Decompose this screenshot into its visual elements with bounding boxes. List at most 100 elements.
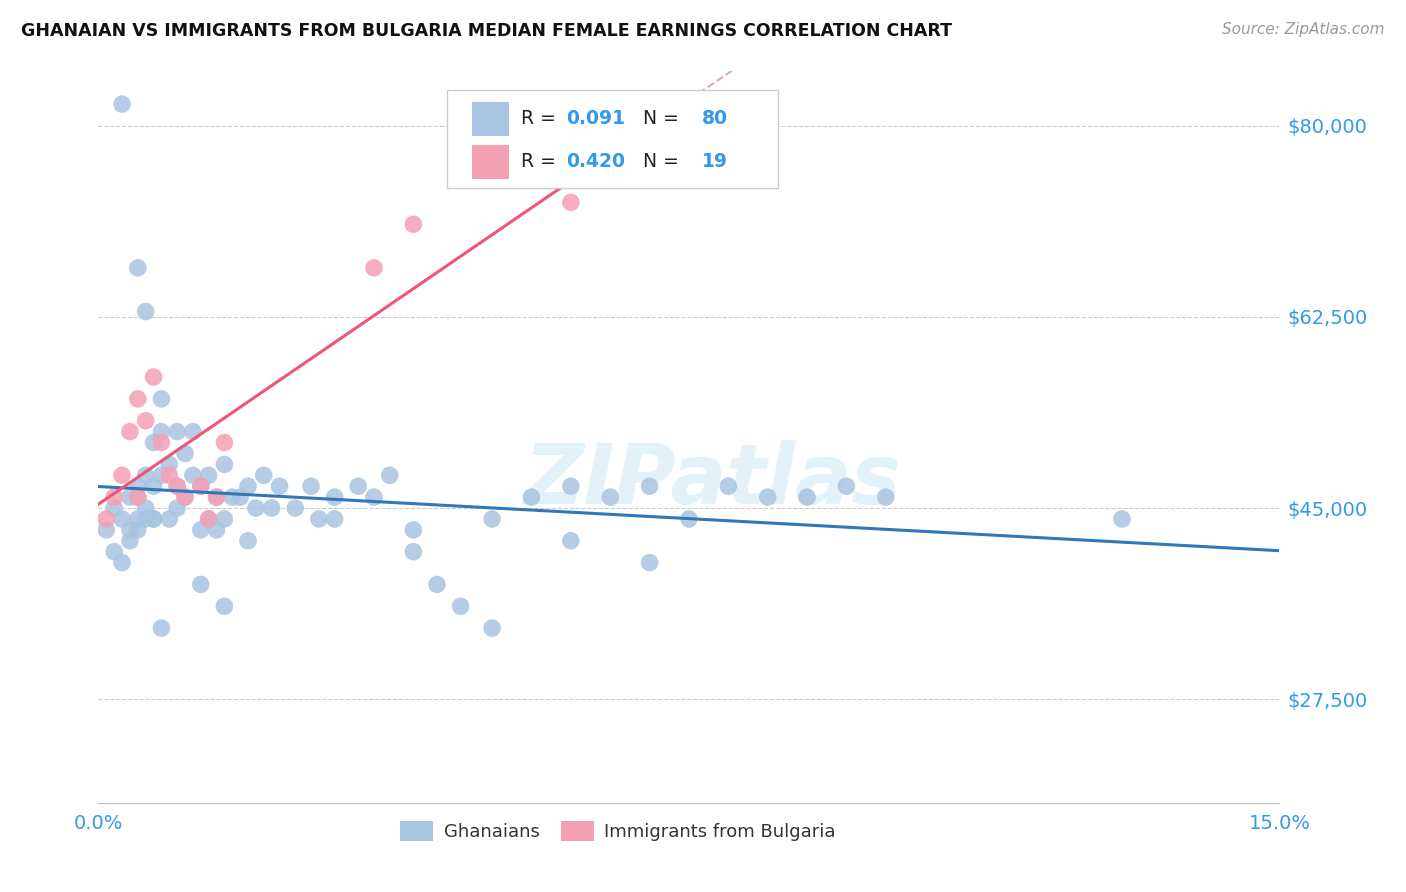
Point — [166, 479, 188, 493]
Point — [214, 599, 236, 614]
Text: 0.091: 0.091 — [567, 110, 626, 128]
Point — [135, 414, 157, 428]
Point — [127, 392, 149, 406]
Point — [111, 97, 134, 112]
Point — [796, 490, 818, 504]
Point — [142, 512, 165, 526]
Point — [166, 501, 188, 516]
Point — [135, 304, 157, 318]
Point — [150, 468, 173, 483]
Text: GHANAIAN VS IMMIGRANTS FROM BULGARIA MEDIAN FEMALE EARNINGS CORRELATION CHART: GHANAIAN VS IMMIGRANTS FROM BULGARIA MED… — [21, 22, 952, 40]
Point — [214, 435, 236, 450]
Point — [678, 512, 700, 526]
Point — [127, 512, 149, 526]
Point — [142, 435, 165, 450]
Point — [127, 523, 149, 537]
Point — [157, 512, 180, 526]
Point — [835, 479, 858, 493]
Point — [166, 479, 188, 493]
Point — [135, 468, 157, 483]
Point — [363, 260, 385, 275]
Point — [560, 195, 582, 210]
Point — [190, 479, 212, 493]
Point — [157, 468, 180, 483]
Point — [363, 490, 385, 504]
Point — [150, 392, 173, 406]
Point — [142, 512, 165, 526]
Point — [260, 501, 283, 516]
Point — [197, 468, 219, 483]
Point — [717, 479, 740, 493]
Point — [875, 490, 897, 504]
Legend: Ghanaians, Immigrants from Bulgaria: Ghanaians, Immigrants from Bulgaria — [394, 814, 844, 848]
Point — [103, 490, 125, 504]
Point — [560, 533, 582, 548]
Point — [181, 468, 204, 483]
Point — [560, 479, 582, 493]
Point — [481, 512, 503, 526]
Point — [118, 533, 141, 548]
Point — [190, 479, 212, 493]
Point — [190, 523, 212, 537]
Point — [253, 468, 276, 483]
Point — [142, 479, 165, 493]
Point — [214, 512, 236, 526]
Text: 19: 19 — [702, 153, 728, 171]
Point — [269, 479, 291, 493]
Point — [402, 217, 425, 231]
Point — [150, 621, 173, 635]
Point — [181, 425, 204, 439]
Point — [127, 260, 149, 275]
Point — [205, 523, 228, 537]
Point — [111, 512, 134, 526]
Point — [638, 479, 661, 493]
Point — [756, 490, 779, 504]
Point — [111, 468, 134, 483]
Point — [127, 490, 149, 504]
Point — [599, 490, 621, 504]
Point — [323, 512, 346, 526]
Point — [323, 490, 346, 504]
Point — [142, 370, 165, 384]
Point — [214, 458, 236, 472]
Point — [205, 490, 228, 504]
Point — [1111, 512, 1133, 526]
Point — [127, 479, 149, 493]
Point — [150, 425, 173, 439]
Point — [520, 490, 543, 504]
Text: R =: R = — [522, 153, 562, 171]
Point — [402, 545, 425, 559]
Point — [347, 479, 370, 493]
FancyBboxPatch shape — [471, 102, 509, 136]
Point — [236, 479, 259, 493]
Point — [174, 490, 197, 504]
Point — [118, 425, 141, 439]
Point — [221, 490, 243, 504]
Point — [236, 533, 259, 548]
Point — [197, 512, 219, 526]
Point — [166, 425, 188, 439]
Point — [118, 490, 141, 504]
FancyBboxPatch shape — [447, 90, 778, 188]
Point — [197, 512, 219, 526]
Point — [402, 523, 425, 537]
Point — [96, 512, 118, 526]
Point — [205, 490, 228, 504]
Text: Source: ZipAtlas.com: Source: ZipAtlas.com — [1222, 22, 1385, 37]
Point — [190, 577, 212, 591]
Point — [150, 435, 173, 450]
Text: N =: N = — [631, 110, 685, 128]
Point — [308, 512, 330, 526]
Point — [135, 501, 157, 516]
Point — [96, 523, 118, 537]
Text: 0.420: 0.420 — [567, 153, 626, 171]
Text: ZIPatlas: ZIPatlas — [523, 441, 901, 522]
Point — [174, 490, 197, 504]
Text: 80: 80 — [702, 110, 728, 128]
Text: R =: R = — [522, 110, 562, 128]
Point — [378, 468, 401, 483]
Point — [174, 446, 197, 460]
Text: N =: N = — [631, 153, 685, 171]
Point — [135, 512, 157, 526]
Point — [111, 556, 134, 570]
